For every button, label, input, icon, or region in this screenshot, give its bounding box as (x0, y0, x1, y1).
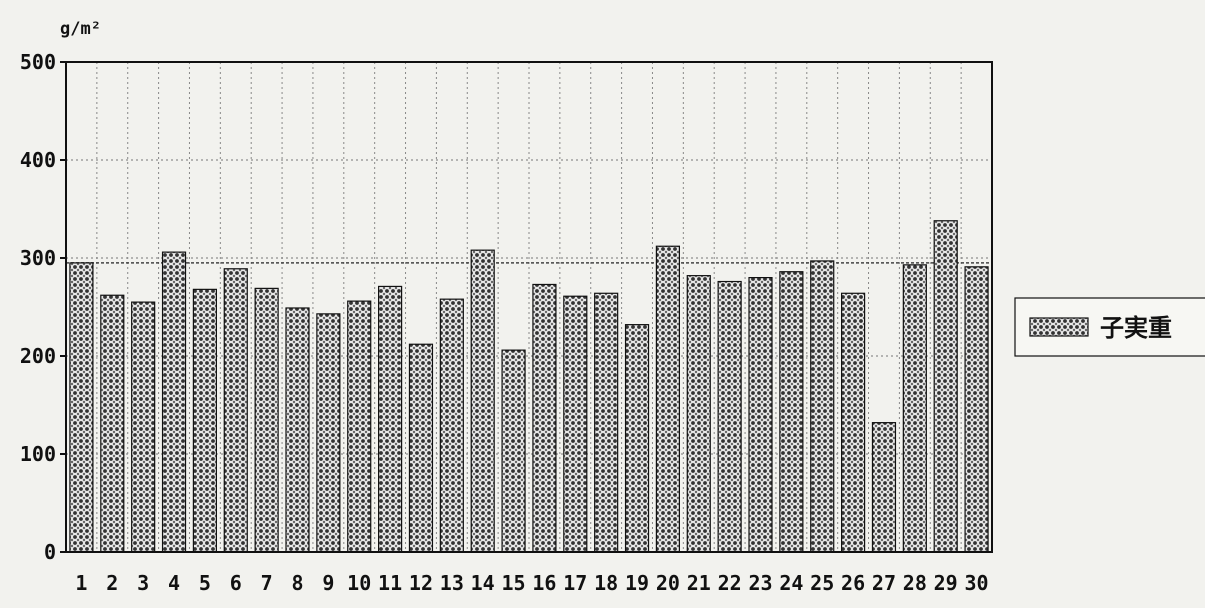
legend: 子実重 (1014, 297, 1205, 357)
legend-label: 子実重 (1100, 313, 1172, 342)
grid (66, 62, 992, 552)
x-tick-label: 19 (625, 571, 649, 595)
y-tick-label: 400 (20, 148, 56, 172)
y-tick-label: 500 (20, 50, 56, 74)
x-tick-label: 5 (199, 571, 211, 595)
x-tick-label: 13 (440, 571, 464, 595)
x-tick-label: 23 (748, 571, 772, 595)
x-tick-label: 14 (471, 571, 495, 595)
bar (131, 301, 156, 553)
x-tick-label: 18 (594, 571, 618, 595)
plot-frame (65, 61, 993, 553)
bar (470, 249, 495, 553)
x-tick-label: 9 (322, 571, 334, 595)
y-unit-label: g/m² (60, 19, 101, 39)
bar (655, 245, 681, 553)
bar (223, 268, 248, 553)
x-tick-label: 17 (563, 571, 587, 595)
bar (285, 307, 310, 553)
legend-swatch (1029, 317, 1089, 337)
y-tick-label: 200 (20, 344, 56, 368)
x-tick-label: 29 (934, 571, 958, 595)
x-tick-label: 12 (409, 571, 433, 595)
bar (964, 266, 989, 553)
x-tick-label: 11 (378, 571, 402, 595)
bar (532, 283, 557, 553)
bar (624, 324, 650, 553)
x-tick-label: 6 (230, 571, 242, 595)
x-tick-label: 16 (532, 571, 556, 595)
bar (810, 260, 835, 553)
bar (686, 275, 711, 553)
bar (933, 220, 958, 553)
bar (316, 313, 341, 553)
bar (717, 280, 742, 553)
y-tick-label: 300 (20, 246, 56, 270)
bar (871, 422, 897, 553)
bar (192, 288, 217, 553)
x-tick-label: 3 (137, 571, 149, 595)
bar (254, 287, 279, 553)
bar (100, 294, 125, 553)
bar (563, 295, 588, 553)
bar (779, 271, 804, 553)
x-tick-label: 8 (291, 571, 303, 595)
bar (347, 300, 372, 553)
bar (161, 251, 187, 553)
bar (408, 343, 434, 553)
bar (378, 285, 403, 553)
x-tick-label: 7 (261, 571, 273, 595)
x-tick-label: 15 (502, 571, 526, 595)
x-tick-label: 22 (718, 571, 742, 595)
bar (501, 349, 526, 553)
y-tick-label: 0 (44, 540, 56, 564)
x-tick-label: 30 (965, 571, 989, 595)
bar (748, 277, 773, 553)
x-tick-label: 10 (347, 571, 371, 595)
x-tick-label: 27 (872, 571, 896, 595)
x-tick-label: 4 (168, 571, 180, 595)
x-tick-label: 25 (810, 571, 834, 595)
y-tick-label: 100 (20, 442, 56, 466)
bar (439, 298, 464, 553)
x-tick-label: 1 (75, 571, 87, 595)
bar (69, 262, 94, 553)
bars (69, 220, 989, 553)
x-tick-label: 20 (656, 571, 680, 595)
bar (594, 292, 619, 553)
x-tick-label: 2 (106, 571, 118, 595)
axes (60, 61, 993, 553)
bar (902, 264, 927, 553)
bar (840, 292, 866, 553)
x-tick-label: 24 (779, 571, 803, 595)
x-tick-label: 26 (841, 571, 865, 595)
x-tick-label: 28 (903, 571, 927, 595)
x-tick-label: 21 (687, 571, 711, 595)
